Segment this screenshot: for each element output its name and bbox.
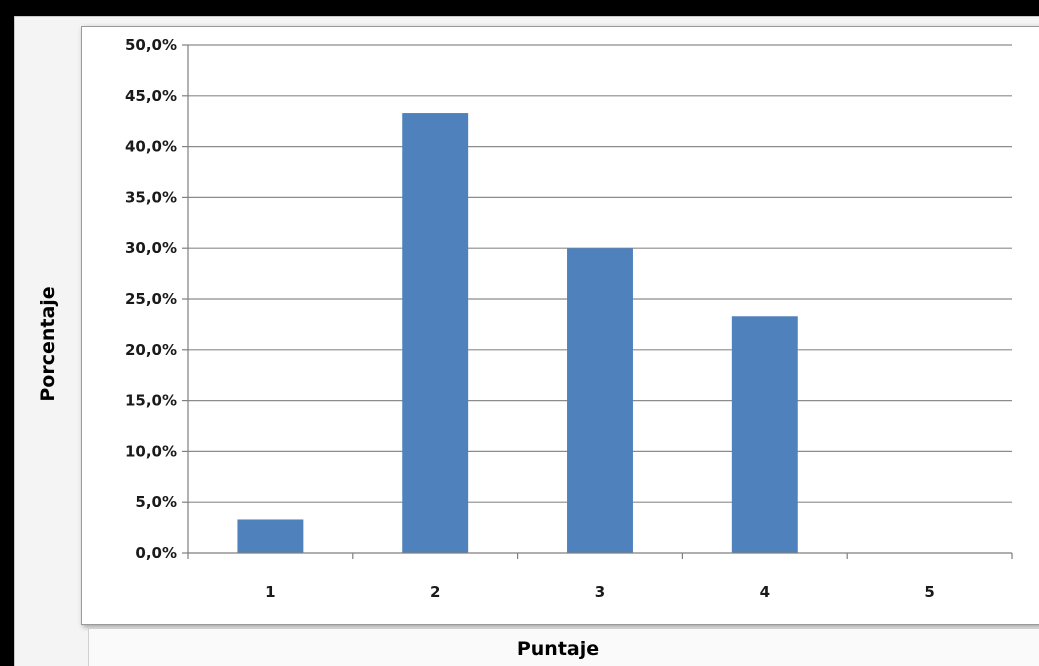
x-tick-label: 2 (430, 583, 440, 601)
bar-4 (731, 316, 798, 553)
bar-2 (402, 113, 469, 554)
y-tick-labels: 0,0% 5,0% 10,0% 15,0% 20,0% 25,0% 30,0% 35,0% 40… (125, 36, 177, 562)
y-axis-title: Porcentaje (37, 286, 59, 401)
y-tick-label: 50,0% (125, 36, 177, 54)
y-tick-label: 30,0% (125, 239, 177, 257)
y-tick-label: 10,0% (125, 442, 177, 460)
x-tick-label: 5 (924, 583, 934, 601)
x-tick-label: 4 (760, 583, 770, 601)
bar-1 (237, 519, 304, 553)
x-tick-labels: 1 2 3 4 5 (265, 583, 935, 601)
y-tick-label: 25,0% (125, 290, 177, 308)
y-tick-label: 35,0% (125, 188, 177, 206)
y-tick-label: 45,0% (125, 87, 177, 105)
x-tick-label: 1 (265, 583, 275, 601)
y-tick-label: 5,0% (135, 493, 177, 511)
bar-3 (567, 248, 633, 553)
x-axis-title-area (88, 628, 1039, 666)
x-axis-title: Puntaje (517, 638, 599, 660)
y-tick-label: 40,0% (125, 138, 177, 156)
bars (237, 113, 798, 554)
x-tick-label: 3 (595, 583, 605, 601)
y-tick-label: 20,0% (125, 341, 177, 359)
axes (182, 44, 1013, 559)
y-tick-label: 15,0% (125, 392, 177, 410)
y-tick-label: 0,0% (135, 544, 177, 562)
